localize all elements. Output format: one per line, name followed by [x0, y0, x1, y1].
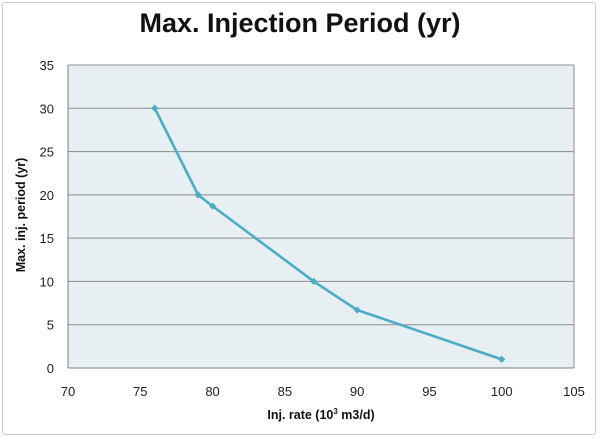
y-tick-label: 30 — [40, 101, 54, 116]
data-point-marker — [194, 191, 202, 199]
x-tick-label: 85 — [278, 384, 292, 399]
y-tick-label: 5 — [47, 318, 54, 333]
gridlines — [68, 64, 574, 326]
y-tick-label: 0 — [47, 361, 54, 376]
y-tick-label: 15 — [40, 231, 54, 246]
x-axis-title-suffix: m3/d) — [337, 408, 375, 423]
x-tick-label: 105 — [563, 384, 585, 399]
x-axis-title-superscript: 3 — [333, 407, 338, 416]
y-tick-label: 20 — [40, 188, 54, 203]
axes — [67, 65, 575, 369]
x-tick-label: 90 — [350, 384, 364, 399]
data-point-marker — [151, 104, 159, 112]
series-group — [151, 104, 506, 363]
x-tick-label: 95 — [422, 384, 436, 399]
data-point-marker — [310, 277, 318, 286]
x-tick-label: 70 — [61, 384, 75, 399]
data-point-marker — [353, 306, 361, 314]
x-tick-labels: 70 75 80 85 90 95 100 105 — [61, 384, 585, 399]
series-line — [153, 106, 504, 361]
y-tick-labels: 0 5 10 15 20 25 30 35 — [40, 58, 54, 376]
y-tick-label: 10 — [40, 274, 54, 289]
x-axis-title: Inj. rate (103 m3/d) — [68, 407, 574, 422]
x-tick-label: 100 — [491, 384, 513, 399]
y-tick-label: 35 — [40, 58, 54, 73]
plot-area — [68, 65, 574, 368]
x-axis-title-prefix: Inj. rate (10 — [267, 408, 334, 423]
data-point-marker — [208, 202, 217, 210]
y-tick-label: 25 — [40, 145, 54, 160]
chart-title: Max. Injection Period (yr) — [139, 8, 461, 38]
x-tick-label: 75 — [133, 384, 147, 399]
data-point-marker — [498, 355, 506, 363]
x-tick-label: 80 — [205, 384, 219, 399]
